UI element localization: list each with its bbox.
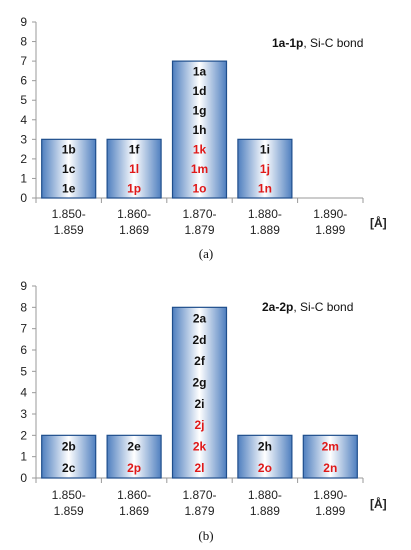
bar-label: 1b: [62, 143, 76, 157]
bar: [106, 138, 162, 199]
y-tick-label: 8: [20, 35, 27, 49]
y-tick-label: 6: [20, 74, 27, 88]
bar-label: 1c: [62, 162, 76, 176]
bar: [106, 434, 162, 479]
y-tick-label: 3: [20, 132, 27, 146]
bar-label: 2e: [127, 440, 141, 454]
chart-annotation: 1a-1p, Si-C bond: [272, 36, 363, 50]
bar-label: 2g: [192, 376, 206, 390]
chart-panel-a: 0 1 2 3 4 5 6 7 8 9 1b 1c 1e 1.850- 1.859 1f 1l 1p 1.860- 1…: [20, 15, 386, 261]
x-category-label: 1.850-: [52, 207, 86, 221]
bar-label: 1h: [192, 123, 206, 137]
bar-label: 2a: [193, 312, 207, 326]
x-category-label: 1.880-: [248, 207, 282, 221]
x-category-label: 1.860-: [117, 488, 151, 502]
bar: [171, 60, 228, 199]
x-category-label: 1.869: [119, 504, 149, 518]
bar-label: 2j: [194, 418, 204, 432]
y-tick-label: 4: [20, 113, 27, 127]
y-tick-label: 0: [20, 471, 27, 485]
bar-label: 1g: [192, 104, 206, 118]
x-category-label: 1.870-: [182, 207, 216, 221]
panel-caption: (a): [199, 246, 213, 261]
bar-label: 1m: [191, 162, 208, 176]
bar-label: 1o: [192, 182, 206, 196]
bar-label: 2d: [192, 333, 206, 347]
bar-label: 2h: [258, 440, 272, 454]
bar: [171, 306, 228, 479]
annotation-bond-type: , Si-C bond: [293, 300, 353, 314]
bar-label: 1a: [193, 64, 207, 78]
annotation-compound-range: 1a-1p: [272, 36, 303, 50]
bar-label: 1l: [129, 162, 139, 176]
annotation-compound-range: 2a-2p: [262, 300, 293, 314]
x-category-label: 1.860-: [117, 207, 151, 221]
bar-label: 2p: [127, 461, 141, 475]
bar-label: 1k: [193, 143, 207, 157]
chart-panel-b: 0 1 2 3 4 5 6 7 8 9 2b 2c 1.850- 1.859 2e 2p 1.860- 1.869…: [20, 279, 386, 543]
y-tick-label: 1: [20, 450, 27, 464]
x-category-label: 1.899: [315, 504, 345, 518]
x-category-label: 1.859: [54, 223, 84, 237]
y-tick-label: 9: [20, 15, 27, 29]
x-category-label: 1.869: [119, 223, 149, 237]
y-tick-label: 8: [20, 300, 27, 314]
y-tick-label: 5: [20, 93, 27, 107]
y-tick-label: 3: [20, 407, 27, 421]
x-category-label: 1.879: [184, 223, 214, 237]
x-category-label: 1.899: [315, 223, 345, 237]
bar-label: 1i: [260, 143, 270, 157]
bar-label: 2b: [62, 440, 76, 454]
bar: [41, 434, 97, 479]
bar: [237, 138, 293, 199]
bar-label: 1p: [127, 182, 141, 196]
bar-label: 2n: [323, 461, 337, 475]
x-category-label: 1.870-: [182, 488, 216, 502]
y-tick-label: 7: [20, 54, 27, 68]
y-tick-label: 6: [20, 343, 27, 357]
annotation-bond-type: , Si-C bond: [303, 36, 363, 50]
x-category-label: 1.890-: [313, 207, 347, 221]
y-tick-label: 4: [20, 386, 27, 400]
bar: [302, 434, 358, 479]
bar-label: 2c: [62, 461, 76, 475]
bar-label: 1e: [62, 182, 76, 196]
chart-annotation: 2a-2p, Si-C bond: [262, 300, 353, 314]
y-tick-label: 7: [20, 322, 27, 336]
bar-label: 2o: [258, 461, 272, 475]
bar-label: 1n: [258, 182, 272, 196]
bar-label: 2m: [322, 440, 339, 454]
y-tick-label: 5: [20, 364, 27, 378]
bar-label: 2k: [193, 440, 207, 454]
x-category-label: 1.850-: [52, 488, 86, 502]
panel-caption: (b): [198, 528, 213, 543]
x-category-label: 1.879: [184, 504, 214, 518]
x-category-label: 1.889: [250, 504, 280, 518]
x-category-label: 1.889: [250, 223, 280, 237]
x-unit-label: [Å]: [370, 496, 387, 511]
bar-label: 1d: [192, 84, 206, 98]
bar-label: 2l: [194, 461, 204, 475]
bar: [237, 434, 293, 479]
y-tick-label: 1: [20, 171, 27, 185]
bar-label: 2f: [194, 354, 206, 368]
bar: [41, 138, 97, 199]
x-category-label: 1.880-: [248, 488, 282, 502]
x-unit-label: [Å]: [370, 215, 387, 230]
y-tick-label: 2: [20, 428, 27, 442]
y-tick-label: 0: [20, 191, 27, 205]
bar-label: 1f: [129, 143, 141, 157]
x-category-label: 1.890-: [313, 488, 347, 502]
bar-label: 2i: [194, 397, 204, 411]
bar-label: 1j: [260, 162, 270, 176]
y-tick-label: 2: [20, 152, 27, 166]
y-tick-label: 9: [20, 279, 27, 293]
x-category-label: 1.859: [54, 504, 84, 518]
